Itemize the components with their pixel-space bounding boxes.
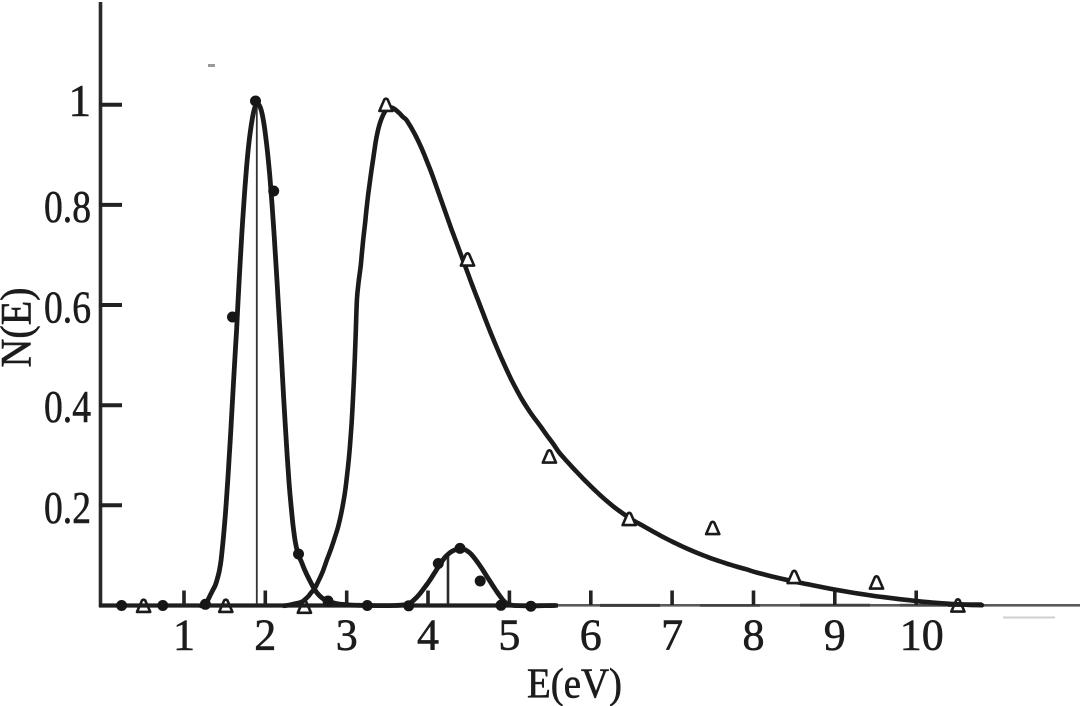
svg-text:7: 7 <box>661 611 683 660</box>
svg-text:6: 6 <box>580 611 602 660</box>
svg-text:0.6: 0.6 <box>44 282 91 332</box>
svg-text:3: 3 <box>336 611 358 660</box>
svg-text:1: 1 <box>69 76 92 126</box>
svg-text:10: 10 <box>900 611 944 660</box>
svg-text:8: 8 <box>743 611 765 660</box>
svg-text:0.8: 0.8 <box>44 182 91 232</box>
svg-text:4: 4 <box>417 611 439 660</box>
svg-text:9: 9 <box>824 611 846 660</box>
svg-text:0.2: 0.2 <box>44 483 91 533</box>
svg-text:E(eV): E(eV) <box>527 662 622 706</box>
svg-text:5: 5 <box>498 611 520 660</box>
svg-text:2: 2 <box>254 611 276 660</box>
svg-text:1: 1 <box>173 611 195 660</box>
svg-text:N(E): N(E) <box>0 288 41 368</box>
svg-text:0.4: 0.4 <box>44 382 91 432</box>
